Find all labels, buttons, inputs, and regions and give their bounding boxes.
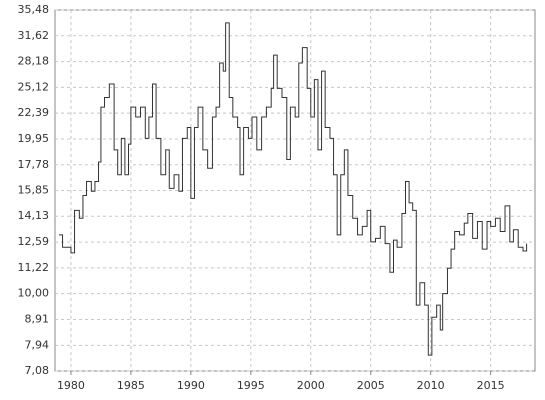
x-tick-label: 1990 (177, 379, 205, 392)
x-tick-label: 2010 (417, 379, 445, 392)
x-tick-label: 1985 (117, 379, 145, 392)
y-tick-label: 17,78 (18, 158, 50, 171)
y-tick-label: 31,62 (18, 29, 50, 42)
y-tick-label: 14,13 (18, 209, 50, 222)
y-tick-label: 12,59 (18, 235, 50, 248)
x-tick-label: 2015 (477, 379, 505, 392)
y-tick-label: 35,48 (18, 3, 50, 16)
x-tick-label: 1995 (237, 379, 265, 392)
y-tick-label: 10,00 (18, 287, 50, 300)
x-tick-label: 2005 (357, 379, 385, 392)
x-tick-label: 1980 (57, 379, 85, 392)
y-tick-label: 28,18 (18, 55, 50, 68)
y-tick-label: 11,22 (18, 261, 50, 274)
data-line (58, 22, 528, 356)
y-tick-label: 8,91 (25, 313, 50, 326)
y-tick-label: 15,85 (18, 183, 50, 196)
y-tick-label: 7,94 (25, 338, 50, 351)
x-tick-label: 2000 (297, 379, 325, 392)
y-tick-label: 25,12 (18, 80, 50, 93)
y-tick-label: 22,39 (18, 106, 50, 119)
y-tick-label: 7,08 (25, 364, 50, 377)
y-tick-label: 19,95 (18, 132, 50, 145)
